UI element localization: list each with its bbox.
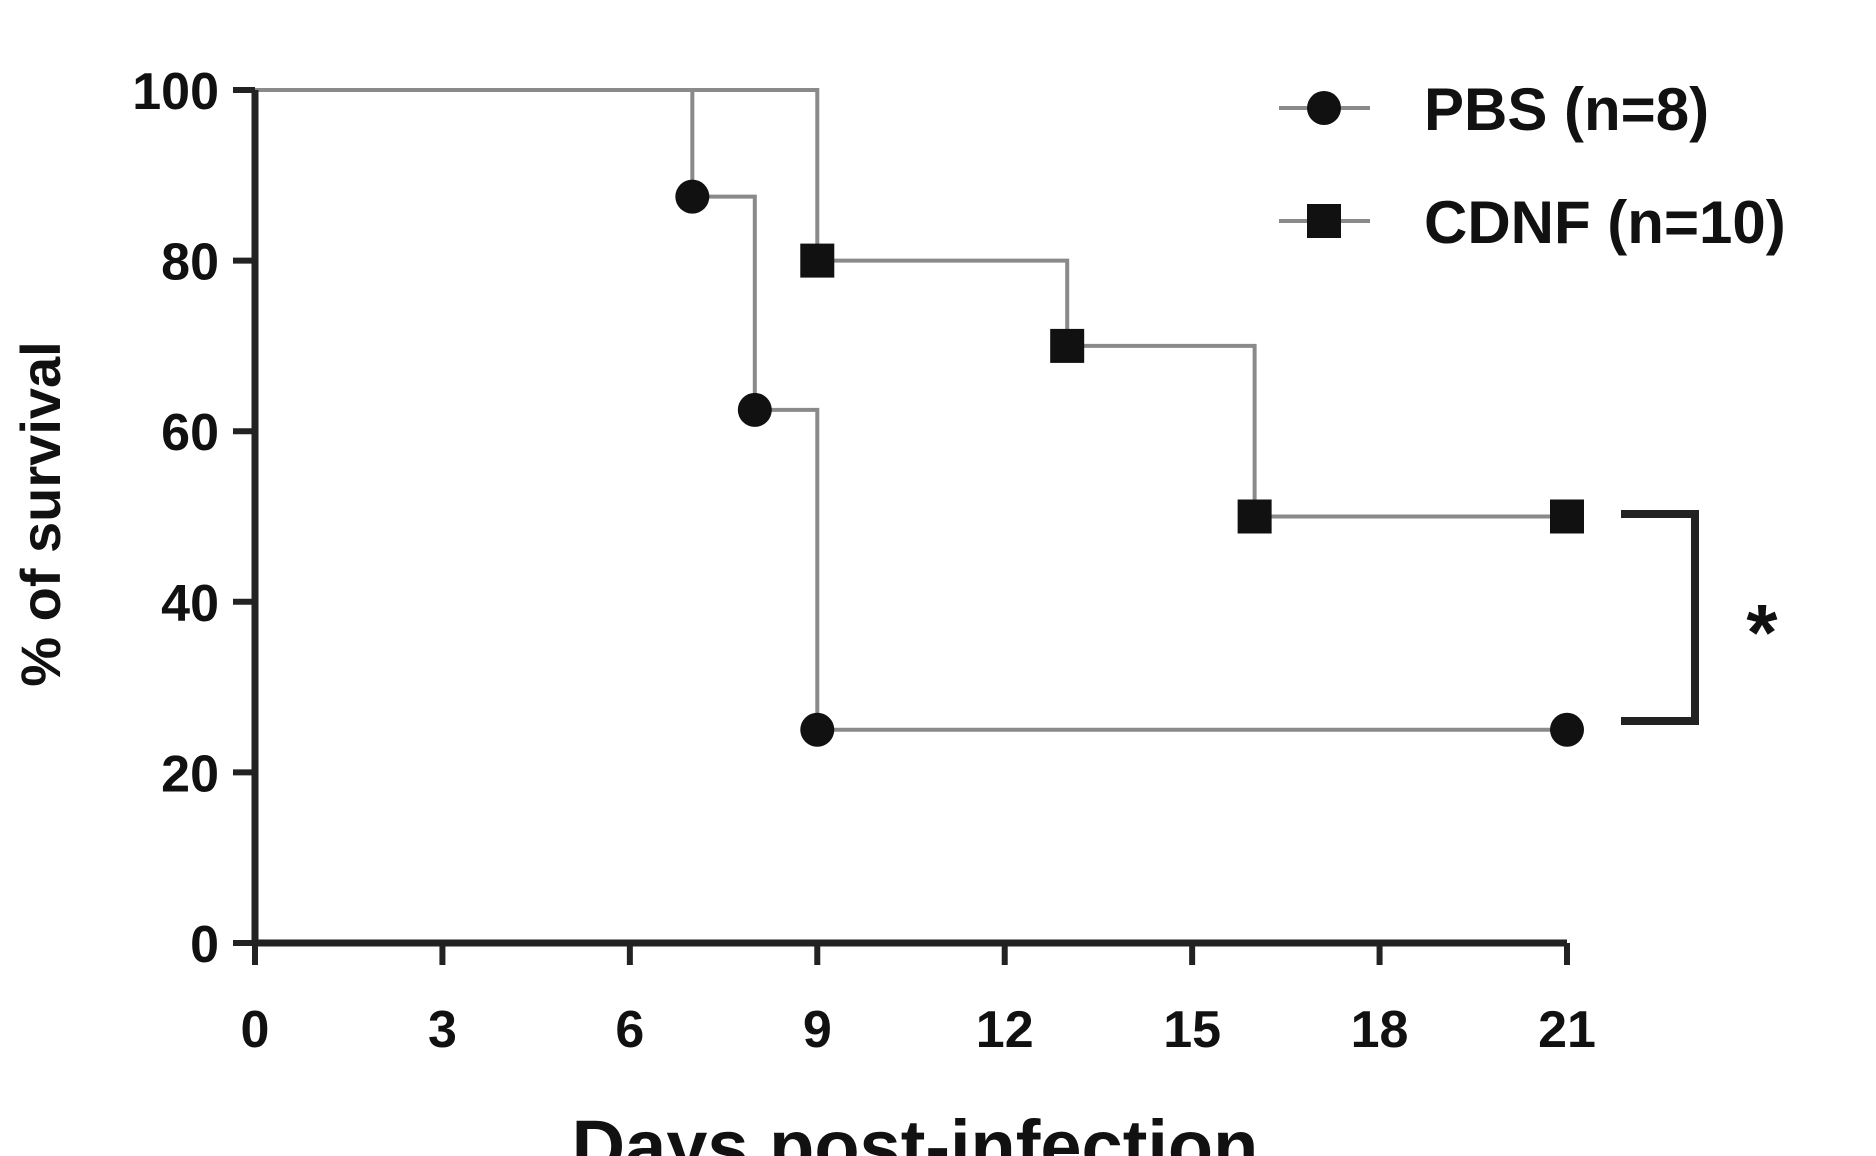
data-point-0-1 [675, 180, 709, 214]
series-line-1 [255, 90, 1567, 517]
data-point-0-4 [1550, 713, 1584, 747]
x-tick-label: 12 [976, 1001, 1034, 1059]
data-point-1-4 [1550, 500, 1584, 534]
data-point-1-1 [800, 244, 834, 278]
data-point-1-2 [1050, 329, 1084, 363]
legend-label: PBS (n=8) [1424, 76, 1709, 143]
x-tick-label: 15 [1163, 1001, 1221, 1059]
y-tick-label: 20 [161, 745, 219, 803]
x-tick-label: 6 [615, 1001, 644, 1059]
y-axis-label: % of survival [9, 341, 72, 686]
x-tick-label: 0 [241, 1001, 270, 1059]
significance-bracket [1621, 514, 1695, 721]
data-point-0-3 [800, 713, 834, 747]
y-tick-label: 60 [161, 404, 219, 462]
legend-label: CDNF (n=10) [1424, 189, 1786, 256]
y-tick-label: 0 [190, 916, 219, 974]
y-tick-label: 100 [132, 63, 219, 121]
x-axis-label: Days post-infection [572, 1105, 1259, 1156]
survival-chart: 0 20 40 60 80 100 0 3 6 9 12 15 18 21 Days post-infect… [0, 0, 1876, 1156]
y-tick-label: 40 [161, 575, 219, 633]
series-line-0 [255, 90, 1567, 730]
x-tick-label: 3 [428, 1001, 457, 1059]
x-tick-label: 18 [1351, 1001, 1409, 1059]
data-point-0-2 [738, 393, 772, 427]
x-tick-label: 21 [1538, 1001, 1596, 1059]
data-point-1-3 [1238, 500, 1272, 534]
significance-star: * [1746, 588, 1778, 677]
legend-marker [1307, 204, 1341, 238]
legend-marker [1307, 91, 1341, 125]
y-tick-label: 80 [161, 234, 219, 292]
x-tick-label: 9 [803, 1001, 832, 1059]
